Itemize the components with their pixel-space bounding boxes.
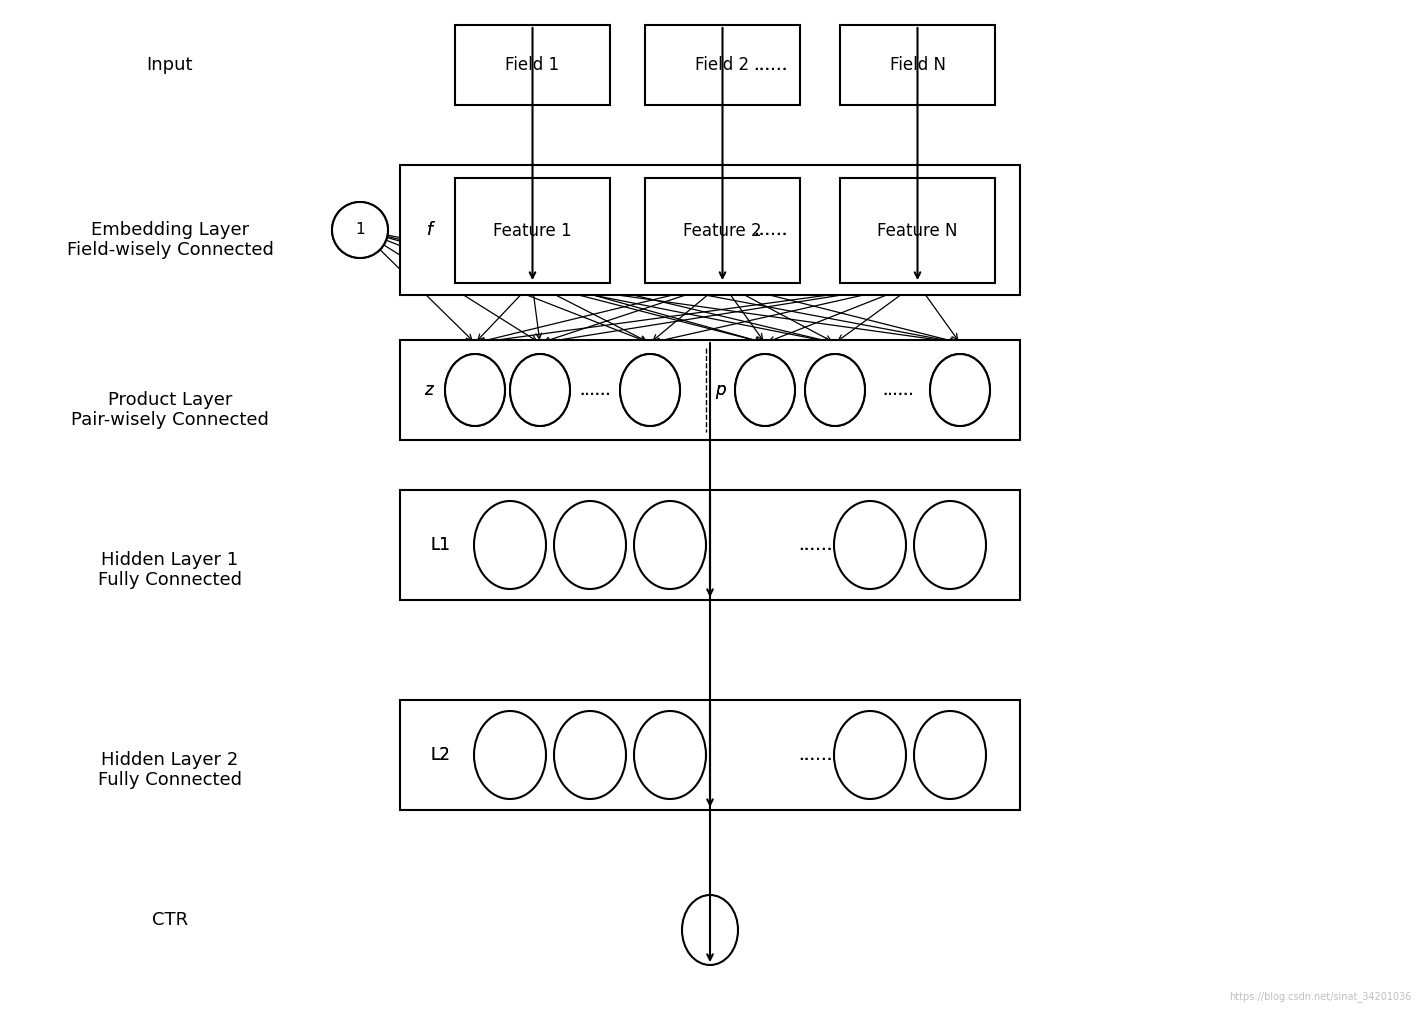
Text: ......: ......	[882, 381, 914, 399]
Text: Hidden Layer 2
Fully Connected: Hidden Layer 2 Fully Connected	[98, 750, 242, 790]
Bar	[646, 178, 801, 283]
Ellipse shape	[555, 501, 626, 589]
Ellipse shape	[620, 354, 680, 426]
Ellipse shape	[510, 354, 570, 426]
Text: Field N: Field N	[890, 56, 946, 74]
Text: ......: ......	[798, 536, 832, 554]
Bar	[646, 25, 801, 105]
Text: L1: L1	[429, 536, 449, 554]
Text: L2: L2	[429, 746, 449, 764]
Bar	[840, 178, 995, 283]
Text: ......: ......	[752, 56, 788, 74]
Bar	[400, 165, 1020, 295]
Text: Feature 2: Feature 2	[683, 221, 762, 239]
Circle shape	[331, 202, 388, 258]
Ellipse shape	[683, 895, 738, 965]
Text: Field 1: Field 1	[505, 56, 560, 74]
Text: Hidden Layer 1
Fully Connected: Hidden Layer 1 Fully Connected	[98, 550, 242, 590]
Text: f: f	[427, 221, 432, 239]
Ellipse shape	[930, 354, 990, 426]
Text: z: z	[424, 381, 432, 399]
Ellipse shape	[474, 501, 546, 589]
Text: ......: ......	[752, 56, 788, 74]
Text: L2: L2	[429, 746, 449, 764]
Text: 1: 1	[356, 222, 365, 237]
Ellipse shape	[474, 711, 546, 799]
Bar	[400, 700, 1020, 810]
Ellipse shape	[805, 354, 865, 426]
Text: Feature 1: Feature 1	[493, 221, 572, 239]
Bar	[840, 25, 995, 105]
Ellipse shape	[833, 711, 906, 799]
Text: L1: L1	[429, 536, 449, 554]
Ellipse shape	[735, 354, 795, 426]
Text: ......: ......	[579, 381, 611, 399]
Ellipse shape	[445, 354, 505, 426]
Text: f: f	[427, 221, 432, 239]
Text: ......: ......	[798, 536, 832, 554]
Text: Input: Input	[146, 56, 193, 74]
Text: Embedding Layer
Field-wisely Connected: Embedding Layer Field-wisely Connected	[67, 220, 273, 260]
Text: ......: ......	[882, 381, 914, 399]
Text: 1: 1	[356, 222, 365, 237]
Ellipse shape	[620, 354, 680, 426]
Text: https://blog.csdn.net/sinat_34201036: https://blog.csdn.net/sinat_34201036	[1230, 991, 1412, 1002]
Ellipse shape	[634, 711, 705, 799]
Text: ......: ......	[798, 746, 832, 764]
Ellipse shape	[555, 711, 626, 799]
Text: ......: ......	[752, 221, 788, 239]
Circle shape	[331, 202, 388, 258]
Text: ......: ......	[579, 381, 611, 399]
Ellipse shape	[833, 501, 906, 589]
Ellipse shape	[914, 711, 985, 799]
Text: ......: ......	[798, 746, 832, 764]
Bar	[400, 490, 1020, 600]
Text: p: p	[715, 381, 725, 399]
Bar	[400, 340, 1020, 440]
Ellipse shape	[634, 501, 705, 589]
Ellipse shape	[914, 501, 985, 589]
Ellipse shape	[735, 354, 795, 426]
Text: Field 2: Field 2	[695, 56, 749, 74]
Text: z: z	[424, 381, 432, 399]
Text: Product Layer
Pair-wisely Connected: Product Layer Pair-wisely Connected	[71, 391, 269, 429]
Bar	[455, 178, 610, 283]
Bar	[455, 25, 610, 105]
Text: CTR: CTR	[152, 911, 188, 929]
Ellipse shape	[930, 354, 990, 426]
Text: Feature N: Feature N	[877, 221, 958, 239]
Ellipse shape	[445, 354, 505, 426]
Ellipse shape	[510, 354, 570, 426]
Text: p: p	[715, 381, 725, 399]
Ellipse shape	[805, 354, 865, 426]
Text: ......: ......	[752, 221, 788, 239]
